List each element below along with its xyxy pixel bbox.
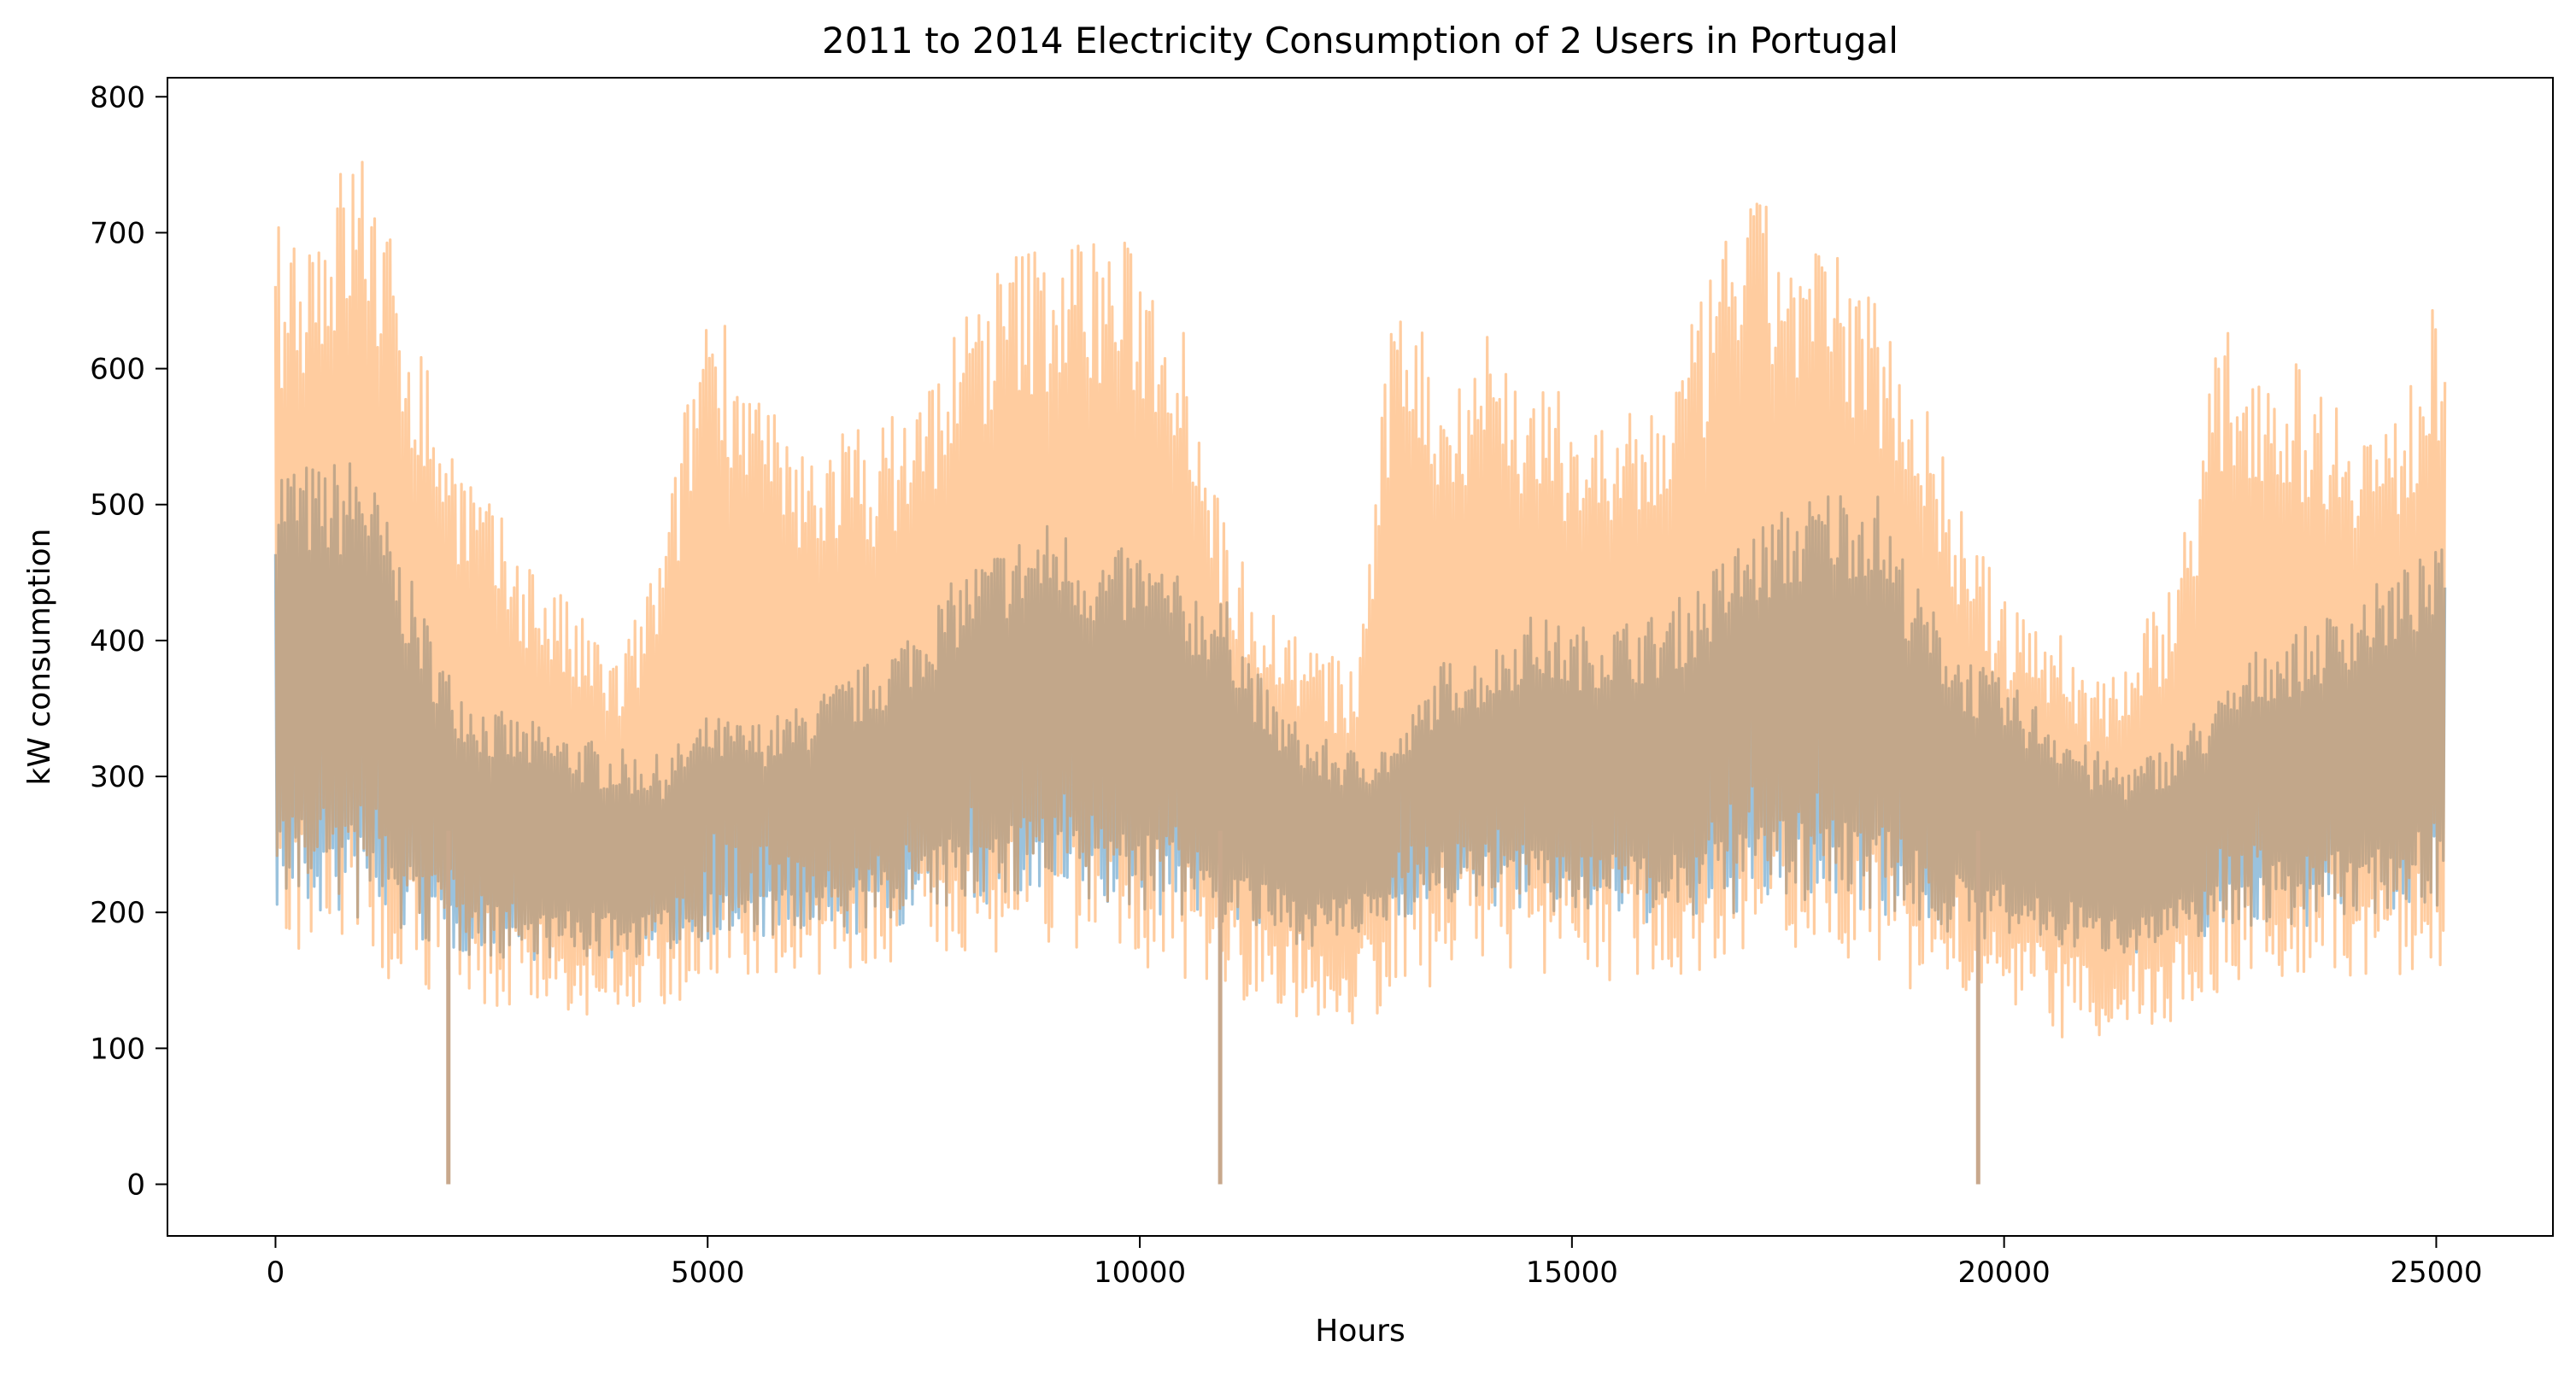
y-tick-label: 0 — [126, 1168, 145, 1203]
y-tick-label: 200 — [90, 896, 145, 930]
x-axis-label: Hours — [1315, 1314, 1405, 1349]
y-tick-label: 300 — [90, 760, 145, 794]
chart-title: 2011 to 2014 Electricity Consumption of … — [822, 20, 1898, 61]
y-tick-label: 500 — [90, 489, 145, 523]
plot-frame — [167, 77, 2554, 1237]
series-layer — [273, 161, 2447, 1039]
x-tick-label: 10000 — [1094, 1256, 1186, 1290]
series-1-line — [273, 462, 2447, 962]
y-tick-label: 600 — [90, 353, 145, 387]
x-tick-label: 15000 — [1526, 1256, 1618, 1290]
y-axis: 0 100 200 300 400 500 600 700 800 — [90, 80, 167, 1203]
y-tick-label: 800 — [90, 80, 145, 114]
x-tick-label: 20000 — [1958, 1256, 2051, 1290]
y-axis-label: kW consumption — [22, 529, 57, 786]
x-tick-label: 5000 — [671, 1256, 745, 1290]
series-2-line — [273, 161, 2447, 1039]
x-tick-label: 0 — [267, 1256, 285, 1290]
y-tick-label: 700 — [90, 216, 145, 250]
x-axis: 0 5000 10000 15000 20000 25000 — [267, 1236, 2483, 1290]
drop-layer — [446, 830, 1980, 1185]
y-tick-label: 100 — [90, 1032, 145, 1066]
y-tick-label: 400 — [90, 624, 145, 659]
plot-area — [167, 78, 2553, 1236]
x-tick-label: 25000 — [2390, 1256, 2482, 1290]
